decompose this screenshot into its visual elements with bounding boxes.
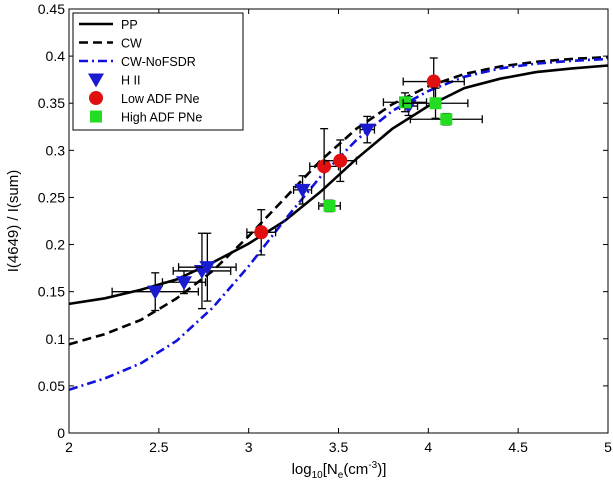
legend-marker bbox=[88, 73, 104, 88]
y-tick-label: 0.05 bbox=[38, 378, 65, 394]
marker-circle bbox=[333, 153, 348, 168]
y-tick-label: 0.25 bbox=[38, 189, 65, 205]
legend-item: High ADF PNe bbox=[90, 110, 202, 125]
legend-label: CW bbox=[121, 37, 142, 51]
legend-label: High ADF PNe bbox=[121, 111, 202, 125]
marker-triangle-down bbox=[294, 183, 311, 198]
data-point bbox=[382, 92, 428, 113]
data-point bbox=[177, 232, 237, 302]
legend-label: Low ADF PNe bbox=[121, 92, 200, 106]
y-tick-label: 0.35 bbox=[38, 95, 65, 111]
curve-pp bbox=[68, 64, 609, 306]
x-tick-label: 3 bbox=[245, 439, 253, 455]
marker-square bbox=[440, 113, 453, 126]
x-tick-label: 2.5 bbox=[149, 439, 169, 455]
marker-triangle-down bbox=[147, 285, 164, 300]
x-tick-label: 3.5 bbox=[329, 439, 349, 455]
legend-item: PP bbox=[79, 18, 138, 32]
y-tick-label: 0.1 bbox=[46, 331, 66, 347]
marker-triangle-down bbox=[199, 261, 216, 276]
legend-item: CW-NoFSDR bbox=[79, 55, 196, 69]
marker-square bbox=[429, 97, 442, 110]
marker-circle bbox=[426, 74, 441, 89]
y-tick-label: 0.45 bbox=[38, 1, 65, 17]
data-point bbox=[323, 139, 358, 183]
marker-square bbox=[323, 199, 336, 212]
x-axis-label: log10[Ne(cm-3)] bbox=[292, 460, 387, 481]
marker-circle bbox=[254, 225, 269, 240]
y-tick-label: 0.2 bbox=[46, 237, 66, 253]
data-point bbox=[246, 209, 277, 256]
legend-label: PP bbox=[121, 18, 138, 32]
marker-triangle-down bbox=[175, 276, 192, 291]
y-tick-label: 0 bbox=[57, 425, 65, 441]
x-tick-label: 5 bbox=[604, 439, 612, 455]
data-points bbox=[111, 57, 483, 312]
axis-ticks: 2 2.5 3 3.5 4 4.5 5 0 0.05 0.1 0.15 0.2 0.25 0.3 0.35 0… bbox=[38, 1, 612, 455]
x-tick-label: 4 bbox=[424, 439, 432, 455]
legend-label: H II bbox=[121, 74, 140, 88]
legend-marker bbox=[89, 91, 103, 105]
legend-item: Low ADF PNe bbox=[89, 91, 200, 106]
y-axis-label: I(4649) / I(sum) bbox=[5, 170, 22, 273]
legend-marker bbox=[90, 110, 102, 123]
marker-triangle-down bbox=[359, 123, 376, 138]
marker-circle bbox=[317, 159, 332, 174]
legend-item: CW bbox=[79, 37, 142, 51]
marker-square bbox=[398, 96, 411, 109]
x-tick-label: 2 bbox=[65, 439, 73, 455]
y-tick-label: 0.15 bbox=[38, 284, 65, 300]
legend-label: CW-NoFSDR bbox=[121, 55, 196, 69]
data-point bbox=[409, 112, 483, 126]
y-tick-label: 0.3 bbox=[46, 142, 66, 158]
y-tick-label: 0.4 bbox=[46, 48, 66, 64]
data-point bbox=[292, 175, 313, 205]
curve-cw bbox=[68, 55, 609, 346]
legend-item: H II bbox=[88, 73, 140, 88]
data-point bbox=[402, 87, 469, 119]
x-tick-label: 4.5 bbox=[508, 439, 528, 455]
data-point bbox=[359, 115, 376, 144]
data-point bbox=[318, 199, 341, 213]
legend: PP CW CW-NoFSDR H II Low ADF PNe High ADF PNe bbox=[72, 12, 244, 131]
